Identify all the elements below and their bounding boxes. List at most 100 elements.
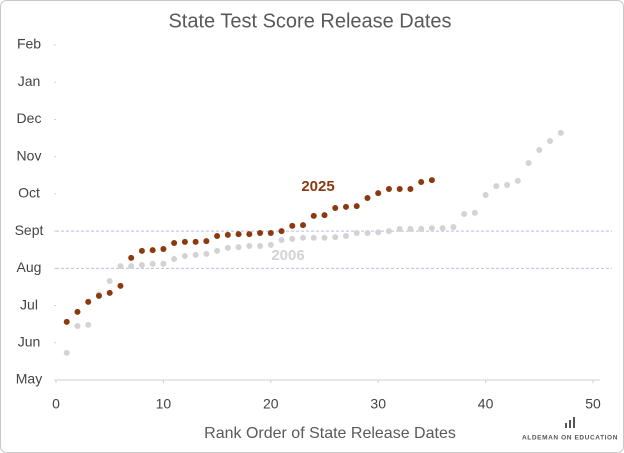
point [461, 210, 468, 217]
point [439, 225, 446, 232]
point [235, 231, 242, 238]
y-tick-label: Jan [18, 73, 41, 89]
chart-title: State Test Score Release Dates [168, 10, 451, 32]
point [117, 263, 124, 270]
point [63, 318, 70, 325]
point [300, 222, 307, 229]
point [74, 308, 81, 315]
point [493, 183, 500, 190]
point [407, 186, 414, 193]
point [278, 228, 285, 235]
point [396, 186, 403, 193]
point [74, 323, 81, 330]
point [300, 234, 307, 241]
point [385, 186, 392, 193]
point [385, 228, 392, 235]
point [85, 298, 92, 305]
point [332, 234, 339, 241]
y-tick-label: Oct [18, 185, 40, 201]
point [128, 254, 135, 261]
point [203, 238, 210, 245]
series-label: 2025 [301, 178, 334, 195]
point [106, 277, 113, 284]
point [396, 225, 403, 232]
point [63, 349, 70, 356]
point [267, 241, 274, 248]
point [450, 224, 457, 231]
point [407, 225, 414, 232]
x-tick-label: 30 [370, 396, 386, 412]
y-tick-label: Dec [17, 110, 42, 126]
point [547, 138, 554, 145]
point [257, 229, 264, 236]
point [246, 243, 253, 249]
point [138, 247, 145, 254]
point [171, 256, 178, 263]
point [181, 238, 188, 245]
point [289, 222, 296, 229]
point [310, 212, 317, 219]
x-axis-label: Rank Order of State Release Dates [204, 425, 456, 442]
point [138, 261, 145, 268]
point [342, 203, 349, 210]
point [332, 205, 339, 212]
point [428, 177, 435, 184]
point [482, 192, 489, 199]
point [364, 194, 371, 201]
point [375, 190, 382, 197]
point [192, 238, 199, 245]
y-tick-label: Feb [17, 36, 41, 52]
point [310, 234, 317, 241]
point [321, 234, 328, 241]
point [536, 146, 543, 153]
point [353, 203, 360, 210]
point [160, 260, 167, 267]
point [224, 244, 231, 251]
point [224, 231, 231, 238]
point [257, 243, 264, 249]
point [214, 232, 221, 239]
x-tick-label: 50 [585, 396, 601, 412]
source: ALDEMAN ON EDUCATION [522, 435, 618, 442]
point [514, 177, 521, 184]
point [267, 229, 274, 236]
point [95, 292, 102, 299]
point [181, 253, 188, 260]
point [246, 231, 253, 238]
point [321, 212, 328, 219]
point [214, 247, 221, 254]
point [192, 251, 199, 258]
y-tick-label: Jun [18, 333, 41, 349]
x-tick-label: 40 [478, 396, 494, 412]
x-tick-label: 20 [263, 396, 279, 412]
point [85, 321, 92, 328]
point [128, 263, 135, 270]
point [504, 181, 511, 188]
x-tick-label: 10 [156, 396, 172, 412]
point [160, 245, 167, 252]
y-tick-label: Jul [20, 296, 38, 312]
point [353, 229, 360, 236]
point [149, 260, 156, 267]
point [471, 209, 478, 216]
point [428, 225, 435, 232]
y-tick-label: May [16, 371, 42, 387]
point [557, 129, 564, 136]
y-tick-label: Sept [15, 222, 44, 238]
series-label: 2006 [271, 247, 304, 264]
point [117, 282, 124, 289]
x-tick-label: 0 [52, 396, 60, 412]
point [342, 232, 349, 239]
point [525, 159, 532, 166]
y-tick-label: Aug [17, 259, 42, 275]
y-tick-label: Nov [17, 147, 42, 163]
point [171, 240, 178, 247]
point [106, 289, 113, 296]
point [375, 229, 382, 236]
point [149, 247, 156, 254]
point [418, 178, 425, 185]
point [235, 244, 242, 251]
logo [565, 417, 575, 428]
